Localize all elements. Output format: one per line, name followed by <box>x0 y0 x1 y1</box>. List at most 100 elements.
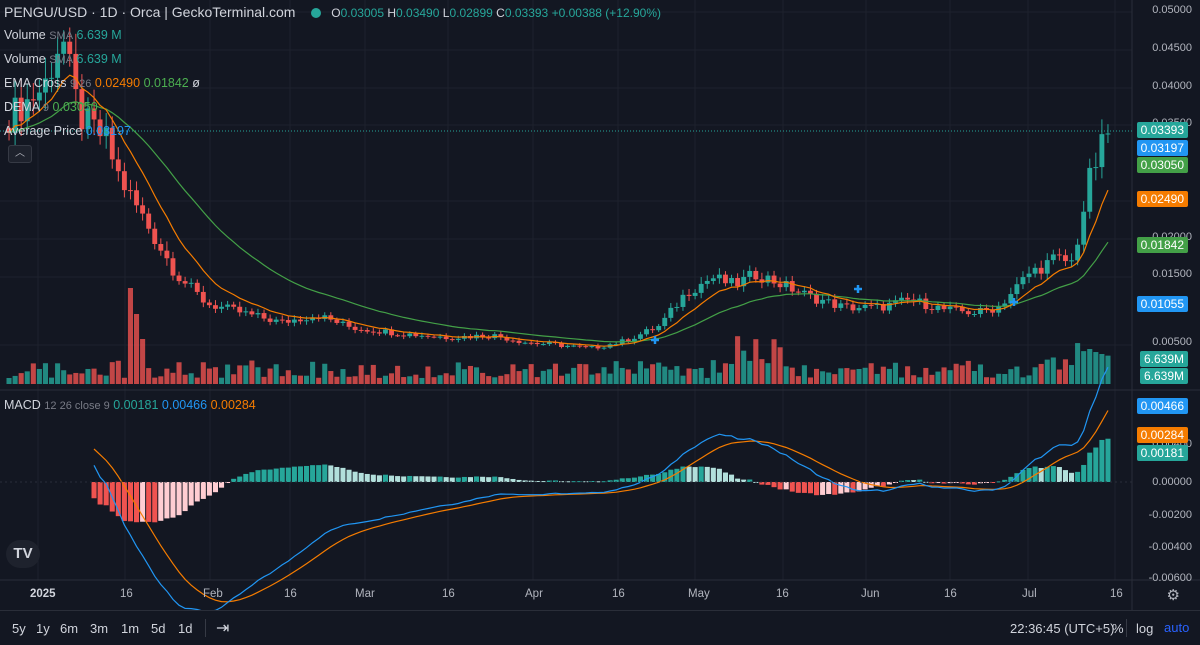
volume-bar <box>273 364 279 384</box>
volume-bar <box>225 364 231 384</box>
candle-body <box>638 334 643 339</box>
volume-bar <box>1087 349 1093 384</box>
candle-body <box>899 297 904 301</box>
macd-histogram-bar <box>182 482 188 512</box>
candle-body <box>358 329 364 331</box>
candle-body <box>947 306 953 310</box>
macd-histogram-bar <box>747 479 753 482</box>
volume-bar <box>619 367 625 384</box>
candle-body <box>777 283 783 288</box>
log-scale-toggle[interactable]: log <box>1136 621 1154 636</box>
candle-body <box>601 347 607 349</box>
tradingview-logo-icon[interactable]: TV <box>6 540 40 568</box>
macd-histogram-bar <box>401 476 407 482</box>
volume-bar <box>856 368 862 384</box>
clock-time[interactable]: 22:36:45 (UTC+5) <box>1010 621 1115 636</box>
volume-bar <box>24 371 30 384</box>
candle-body <box>589 346 595 348</box>
macd-histogram-bar <box>589 480 595 482</box>
percent-scale-toggle[interactable]: % <box>1112 621 1124 636</box>
volume-bar <box>261 376 267 384</box>
candle-body <box>1099 134 1105 168</box>
macd-histogram-bar <box>285 467 291 482</box>
legend-volume-2[interactable]: Volume SMA 6.639 M <box>4 52 122 66</box>
macd-histogram-bar <box>674 468 680 482</box>
timeframe-5d[interactable]: 5d <box>151 621 166 636</box>
volume-bar <box>795 376 801 384</box>
volume-bar <box>899 377 905 384</box>
macd-histogram-bar <box>206 482 212 496</box>
volume-bar <box>370 364 376 384</box>
candle-body <box>540 344 546 346</box>
candle-body <box>808 290 813 294</box>
date-range-icon[interactable]: ⇥ <box>216 620 230 637</box>
macd-histogram-bar <box>899 480 905 482</box>
macd-histogram-bar <box>935 482 941 484</box>
legend-macd[interactable]: MACD 12 26 close 9 0.00181 0.00466 0.002… <box>4 398 256 412</box>
volume-bar <box>340 369 346 384</box>
market-status-icon <box>311 8 322 18</box>
volume-bar <box>285 370 291 384</box>
volume-bar <box>243 365 249 384</box>
ema-cross-marker <box>651 336 659 344</box>
macd-axis-label: -0.00600 <box>1148 572 1192 584</box>
volume-bar <box>249 360 255 384</box>
candle-body <box>413 333 419 337</box>
volume-bar <box>1069 365 1075 384</box>
collapse-legend-button[interactable]: ︿ <box>8 145 32 163</box>
candle-body <box>455 338 461 340</box>
macd-histogram-bar <box>279 467 285 482</box>
macd-histogram-bar <box>522 480 528 482</box>
timeframe-1y[interactable]: 1y <box>36 621 50 636</box>
chart-title-row: PENGU/USD · 1D · Orca | GeckoTerminal.co… <box>4 4 661 20</box>
macd-histogram-bar <box>637 476 643 482</box>
volume-bar <box>662 366 668 384</box>
candle-body <box>886 302 892 311</box>
volume-bar <box>267 368 273 384</box>
legend-volume-1[interactable]: Volume SMA 6.639 M <box>4 28 122 42</box>
legend-dema[interactable]: DEMA 9 0.03050 <box>4 100 98 114</box>
candle-body <box>85 108 91 130</box>
macd-histogram-bar <box>370 474 376 482</box>
price-axis-label: 0.04500 <box>1152 42 1192 54</box>
macd-histogram-bar <box>534 480 540 482</box>
macd-histogram-bar <box>735 478 741 482</box>
macd-histogram-bar <box>662 472 668 482</box>
volume-bar <box>947 370 953 384</box>
auto-scale-label[interactable]: auto <box>1164 620 1190 635</box>
open-label: O <box>331 6 341 20</box>
change-value: +0.00388 (+12.90%) <box>551 6 661 20</box>
macd-histogram-bar <box>297 466 303 482</box>
volume-bar <box>977 364 983 384</box>
timeframe-1m[interactable]: 1m <box>121 621 140 636</box>
candle-body <box>680 294 686 307</box>
candle-body <box>1063 255 1068 262</box>
timeframe-3m[interactable]: 3m <box>90 621 109 636</box>
timeframe-1d[interactable]: 1d <box>178 621 193 636</box>
timeframe-6m[interactable]: 6m <box>60 621 79 636</box>
macd-histogram-bar <box>1044 466 1050 482</box>
candle-body <box>364 330 370 332</box>
volume-bar <box>990 377 996 384</box>
symbol-title[interactable]: PENGU/USD · 1D · Orca | GeckoTerminal.co… <box>4 4 296 20</box>
volume-bar <box>401 377 407 384</box>
candle-body <box>1075 244 1081 261</box>
volume-bar <box>164 368 170 384</box>
volume-bar <box>583 364 589 384</box>
candle-body <box>789 281 795 292</box>
volume-bar <box>1038 363 1044 384</box>
macd-histogram-bar <box>807 482 813 494</box>
legend-average-price[interactable]: Average Price 0.03197 <box>4 124 131 138</box>
volume-sma-chip: 6.639M <box>1139 351 1188 367</box>
macd-histogram-bar <box>801 482 807 493</box>
high-label: H <box>387 6 397 20</box>
time-axis-label: 16 <box>284 588 297 600</box>
timeframe-5y[interactable]: 5y <box>12 621 26 636</box>
candle-body <box>874 304 880 306</box>
time-axis-label: May <box>688 588 710 600</box>
macd-histogram-bar <box>577 481 583 483</box>
candle-body <box>820 299 826 304</box>
settings-gear-icon[interactable]: ⚙ <box>1166 587 1180 604</box>
legend-ema-cross[interactable]: EMA Cross 9 26 0.02490 0.01842 ø <box>4 76 200 90</box>
